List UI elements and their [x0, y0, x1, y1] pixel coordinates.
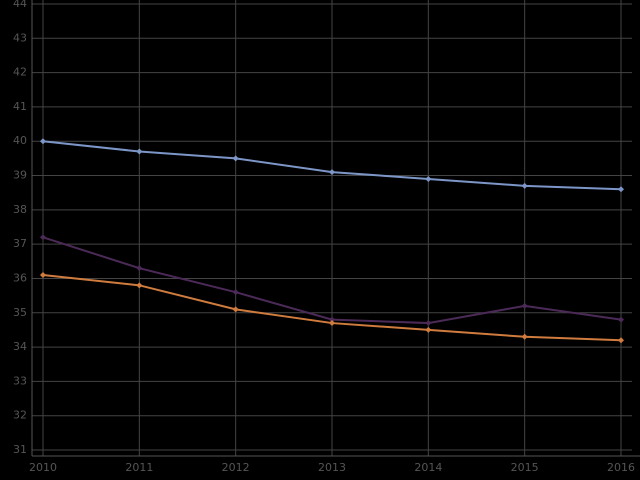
y-tick-label: 31 — [13, 443, 27, 456]
y-tick-label: 40 — [13, 134, 27, 147]
point-marker — [136, 282, 143, 289]
point-marker — [618, 316, 624, 323]
y-tick-label: 38 — [13, 203, 27, 216]
point-marker — [618, 337, 624, 344]
y-tick-label: 34 — [13, 340, 27, 353]
x-tick-label: 2010 — [29, 461, 57, 474]
point-marker — [329, 320, 335, 327]
point-marker — [425, 175, 432, 182]
point-marker — [329, 316, 335, 323]
point-marker — [136, 265, 143, 272]
x-tick-label: 2015 — [511, 461, 539, 474]
point-marker — [618, 186, 624, 193]
y-tick-label: 39 — [13, 169, 27, 182]
y-tick-label: 36 — [13, 271, 27, 284]
point-marker — [329, 169, 335, 176]
x-tick-label: 2013 — [318, 461, 346, 474]
point-marker — [40, 138, 46, 145]
y-tick-label: 42 — [13, 66, 27, 79]
y-tick-label: 33 — [13, 374, 27, 387]
point-marker — [232, 289, 239, 296]
y-tick-label: 44 — [13, 0, 27, 10]
x-tick-label: 2012 — [222, 461, 250, 474]
point-marker — [232, 155, 239, 162]
y-tick-label: 41 — [13, 100, 27, 113]
point-marker — [425, 320, 432, 327]
point-marker — [232, 306, 239, 313]
point-marker — [521, 302, 528, 309]
point-marker — [40, 234, 46, 241]
point-marker — [40, 272, 46, 279]
point-marker — [136, 148, 143, 155]
point-marker — [521, 182, 528, 189]
y-tick-label: 32 — [13, 409, 27, 422]
point-marker — [521, 333, 528, 340]
y-tick-label: 35 — [13, 306, 27, 319]
x-tick-label: 2016 — [607, 461, 635, 474]
x-tick-label: 2014 — [414, 461, 442, 474]
y-tick-label: 43 — [13, 31, 27, 44]
x-tick-label: 2011 — [125, 461, 153, 474]
y-tick-label: 37 — [13, 237, 27, 250]
point-marker — [425, 326, 432, 333]
